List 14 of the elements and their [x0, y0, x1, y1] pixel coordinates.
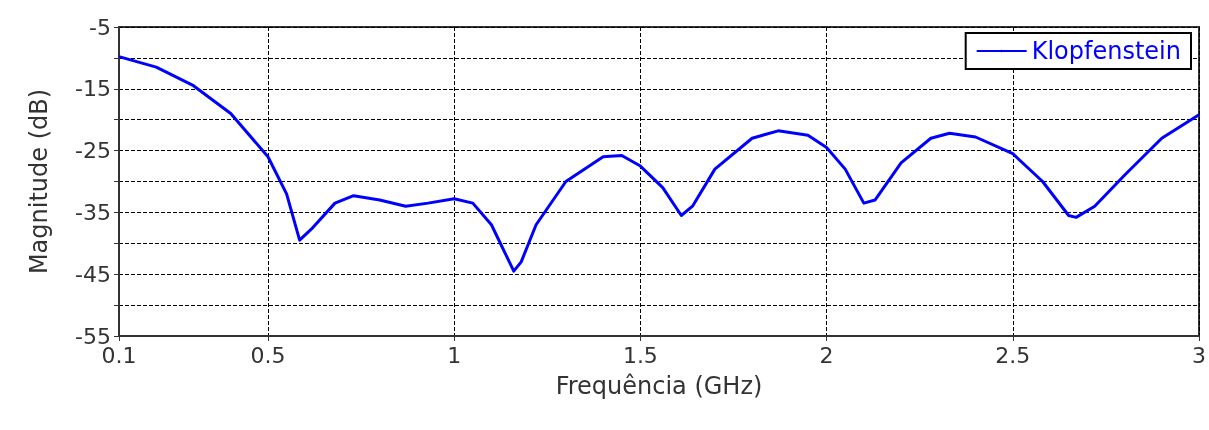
y-tick-label: -25 [75, 138, 111, 164]
y-tick-label: -15 [75, 76, 111, 102]
y-tick-label: -5 [89, 14, 111, 40]
x-tick-label: 0.5 [250, 342, 286, 368]
x-tick-label: 3 [1192, 342, 1206, 368]
x-tick-label: 1.5 [622, 342, 658, 368]
x-tick-label: 2 [819, 342, 834, 368]
y-axis-title: Magnitude (dB) [25, 88, 53, 275]
y-tick-label: -35 [75, 199, 111, 225]
x-tick-label: 1 [447, 342, 462, 368]
legend-label: Klopfenstein [1031, 37, 1181, 65]
x-tick-label: 2.5 [995, 342, 1031, 368]
y-tick-label: -45 [75, 261, 111, 287]
x-axis-title: Frequência (GHz) [555, 372, 763, 400]
